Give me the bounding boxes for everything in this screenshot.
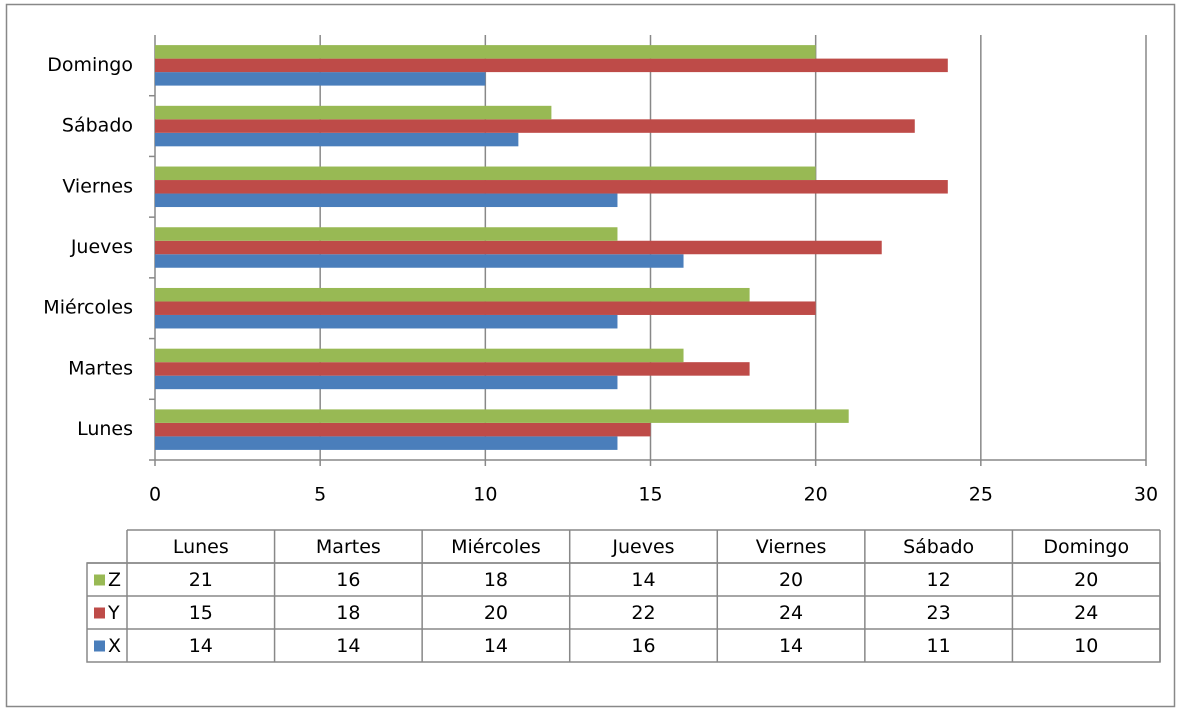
bar — [155, 240, 882, 255]
bar — [155, 132, 519, 147]
bar — [155, 193, 618, 208]
table-header: Martes — [316, 536, 381, 558]
table-cell: 20 — [484, 602, 508, 624]
table-cell: 24 — [779, 602, 803, 624]
y-tick-label: Martes — [68, 357, 133, 379]
table-cell: 16 — [631, 635, 655, 657]
table-header: Viernes — [756, 536, 827, 558]
legend-label: Z — [108, 569, 121, 591]
table-cell: 12 — [927, 569, 951, 591]
table-cell: 14 — [336, 635, 360, 657]
table-cell: 10 — [1074, 635, 1098, 657]
table-cell: 14 — [779, 635, 803, 657]
table-cell: 14 — [484, 635, 508, 657]
y-tick-label: Miércoles — [43, 297, 133, 319]
x-tick-label: 30 — [1134, 484, 1158, 506]
legend-label: X — [108, 635, 121, 657]
legend-label: Y — [107, 602, 120, 624]
bar — [155, 254, 684, 268]
bar — [155, 45, 816, 59]
bar — [155, 362, 750, 376]
bar — [155, 301, 816, 315]
table-cell: 20 — [1074, 569, 1098, 591]
bar — [155, 105, 552, 120]
y-tick-label: Lunes — [77, 418, 133, 440]
bar — [155, 180, 948, 194]
table-cell: 14 — [631, 569, 655, 591]
y-tick-label: Domingo — [47, 54, 133, 76]
x-tick-label: 10 — [473, 484, 497, 506]
table-header: Jueves — [611, 536, 674, 558]
table-cell: 23 — [927, 602, 951, 624]
bar — [155, 72, 486, 86]
bar — [155, 409, 849, 423]
bar — [155, 287, 750, 302]
table-cell: 18 — [336, 602, 360, 624]
legend-swatch — [94, 574, 105, 586]
table-cell: 21 — [189, 569, 213, 591]
x-tick-label: 5 — [314, 484, 326, 506]
x-tick-label: 15 — [638, 484, 662, 506]
table-header: Miércoles — [451, 536, 541, 558]
table-cell: 20 — [779, 569, 803, 591]
table-cell: 24 — [1074, 602, 1098, 624]
bar — [155, 314, 618, 329]
x-tick-label: 0 — [149, 484, 161, 506]
table-cell: 15 — [189, 602, 213, 624]
legend-swatch — [94, 607, 105, 619]
table-header: Domingo — [1043, 536, 1129, 558]
table-cell: 22 — [631, 602, 655, 624]
table-cell: 16 — [336, 569, 360, 591]
x-tick-label: 25 — [969, 484, 993, 506]
table-header: Lunes — [173, 536, 229, 558]
bar — [155, 348, 684, 363]
bar — [155, 375, 618, 390]
bar — [155, 166, 816, 181]
bar — [155, 422, 651, 437]
bar — [155, 227, 618, 241]
bar — [155, 119, 915, 133]
table-header: Sábado — [903, 536, 974, 558]
x-tick-label: 20 — [804, 484, 828, 506]
y-tick-label: Viernes — [62, 175, 133, 197]
table-cell: 14 — [189, 635, 213, 657]
table-cell: 18 — [484, 569, 508, 591]
bar — [155, 58, 948, 73]
legend-swatch — [94, 640, 105, 652]
y-tick-label: Sábado — [62, 115, 133, 137]
y-tick-label: Jueves — [70, 236, 133, 258]
bar — [155, 436, 618, 450]
table-cell: 11 — [927, 635, 951, 657]
